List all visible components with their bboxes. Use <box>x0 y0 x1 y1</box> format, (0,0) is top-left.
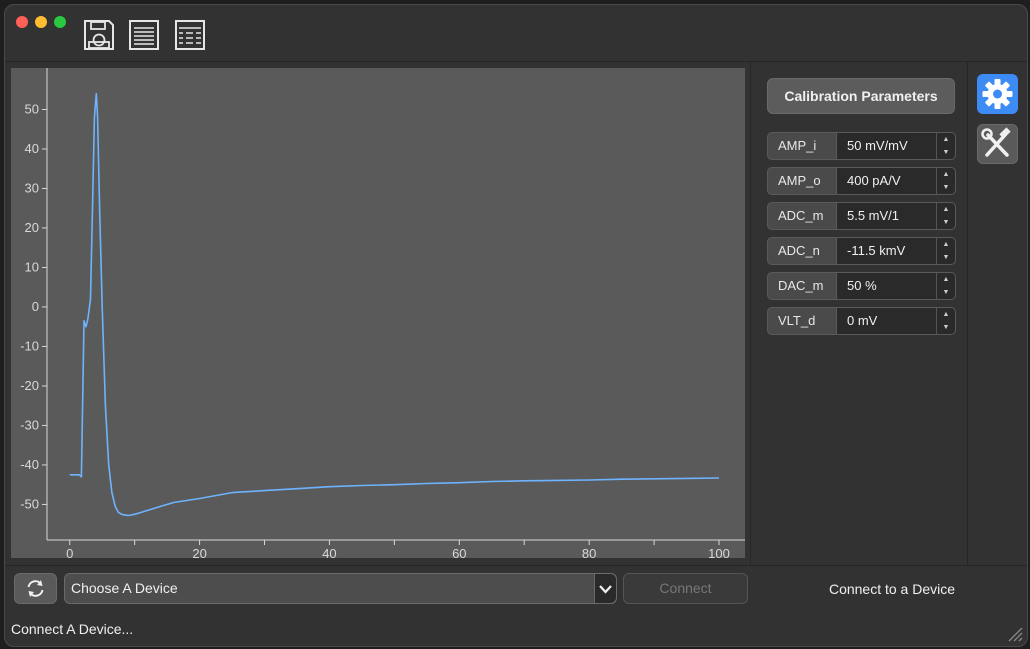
y-tick-label: 0 <box>32 299 39 314</box>
param-value[interactable]: 50 % <box>847 278 877 293</box>
increment-icon[interactable]: ▲ <box>942 171 950 178</box>
param-value[interactable]: -11.5 kmV <box>847 243 906 258</box>
save-icon[interactable] <box>83 19 115 51</box>
param-row-adc-n: ADC_n -11.5 kmV ▲ ▼ <box>767 237 956 265</box>
gear-icon <box>982 79 1013 109</box>
tools-tab-button[interactable] <box>977 124 1018 164</box>
param-label: AMP_i <box>767 132 837 160</box>
y-tick-label: 40 <box>25 141 39 156</box>
bottom-divider <box>5 565 1027 566</box>
increment-icon[interactable]: ▲ <box>942 206 950 213</box>
list-icon[interactable] <box>128 19 160 51</box>
y-tick-label: -20 <box>20 378 39 393</box>
param-value[interactable]: 0 mV <box>847 313 878 328</box>
y-tick-label: -10 <box>20 338 39 353</box>
x-tick-label: 100 <box>708 546 730 558</box>
table-icon[interactable] <box>174 19 206 51</box>
y-tick-label: -30 <box>20 417 39 432</box>
spinner[interactable]: ▲ ▼ <box>936 308 955 334</box>
y-tick-label: 10 <box>25 259 39 274</box>
param-spinbox[interactable]: 400 pA/V ▲ ▼ <box>837 167 956 195</box>
x-tick-label: 60 <box>452 546 466 558</box>
param-spinbox[interactable]: -11.5 kmV ▲ ▼ <box>837 237 956 265</box>
param-spinbox[interactable]: 5.5 mV/1 ▲ ▼ <box>837 202 956 230</box>
status-bar-message: Connect A Device... <box>11 621 134 637</box>
panel-divider <box>750 62 751 565</box>
param-row-adc-m: ADC_m 5.5 mV/1 ▲ ▼ <box>767 202 956 230</box>
param-spinbox[interactable]: 50 % ▲ ▼ <box>837 272 956 300</box>
resize-grip-icon[interactable] <box>1005 624 1023 642</box>
param-value[interactable]: 50 mV/mV <box>847 138 908 153</box>
x-tick-label: 0 <box>66 546 73 558</box>
param-spinbox[interactable]: 0 mV ▲ ▼ <box>837 307 956 335</box>
decrement-icon[interactable]: ▼ <box>942 184 950 191</box>
signal-plot[interactable]: 50 40 30 20 10 0 -10 -20 -30 -40 -50 0 20 40 60 80 100 <box>11 68 745 558</box>
refresh-icon <box>27 580 44 597</box>
dropdown-arrow[interactable] <box>594 574 616 603</box>
device-select[interactable]: Choose A Device <box>64 573 617 604</box>
spinner[interactable]: ▲ ▼ <box>936 273 955 299</box>
device-select-value[interactable]: Choose A Device <box>71 580 178 596</box>
calibration-parameters-button[interactable]: Calibration Parameters <box>767 78 955 114</box>
decrement-icon[interactable]: ▼ <box>942 289 950 296</box>
connection-status-label: Connect to a Device <box>828 581 956 597</box>
increment-icon[interactable]: ▲ <box>942 241 950 248</box>
y-tick-label: -40 <box>20 457 39 472</box>
y-tick-label: 50 <box>25 101 39 116</box>
maximize-window-button[interactable] <box>54 16 66 28</box>
param-row-amp-i: AMP_i 50 mV/mV ▲ ▼ <box>767 132 956 160</box>
increment-icon[interactable]: ▲ <box>942 136 950 143</box>
increment-icon[interactable]: ▲ <box>942 311 950 318</box>
toolbar-divider <box>5 61 1027 62</box>
param-label: AMP_o <box>767 167 837 195</box>
spinner[interactable]: ▲ ▼ <box>936 168 955 194</box>
decrement-icon[interactable]: ▼ <box>942 219 950 226</box>
y-tick-label: -50 <box>20 496 39 511</box>
x-tick-label: 80 <box>582 546 596 558</box>
decrement-icon[interactable]: ▼ <box>942 324 950 331</box>
y-tick-label: 20 <box>25 220 39 235</box>
app-window: 50 40 30 20 10 0 -10 -20 -30 -40 -50 0 20 40 60 80 100 C… <box>4 4 1028 647</box>
spinner[interactable]: ▲ ▼ <box>936 238 955 264</box>
param-label: VLT_d <box>767 307 837 335</box>
y-tick-label: 30 <box>25 180 39 195</box>
param-spinbox[interactable]: 50 mV/mV ▲ ▼ <box>837 132 956 160</box>
increment-icon[interactable]: ▲ <box>942 276 950 283</box>
plot-axes <box>46 68 745 541</box>
param-value[interactable]: 5.5 mV/1 <box>847 208 900 223</box>
x-tick-label: 20 <box>192 546 206 558</box>
param-value[interactable]: 400 pA/V <box>847 173 901 188</box>
chevron-down-icon <box>599 585 612 594</box>
refresh-devices-button[interactable] <box>14 573 57 604</box>
param-label: ADC_m <box>767 202 837 230</box>
sidebar-divider <box>967 62 968 565</box>
spinner[interactable]: ▲ ▼ <box>936 203 955 229</box>
param-label: ADC_n <box>767 237 837 265</box>
close-window-button[interactable] <box>16 16 28 28</box>
tools-icon <box>981 127 1011 157</box>
minimize-window-button[interactable] <box>35 16 47 28</box>
signal-trace <box>69 92 720 517</box>
plot-traces <box>69 92 720 517</box>
param-label: DAC_m <box>767 272 837 300</box>
settings-tab-button[interactable] <box>977 74 1018 114</box>
spinner[interactable]: ▲ ▼ <box>936 133 955 159</box>
param-row-vlt-d: VLT_d 0 mV ▲ ▼ <box>767 307 956 335</box>
param-row-dac-m: DAC_m 50 % ▲ ▼ <box>767 272 956 300</box>
decrement-icon[interactable]: ▼ <box>942 254 950 261</box>
connect-button[interactable]: Connect <box>623 573 748 604</box>
decrement-icon[interactable]: ▼ <box>942 149 950 156</box>
param-row-amp-o: AMP_o 400 pA/V ▲ ▼ <box>767 167 956 195</box>
x-tick-label: 40 <box>322 546 336 558</box>
